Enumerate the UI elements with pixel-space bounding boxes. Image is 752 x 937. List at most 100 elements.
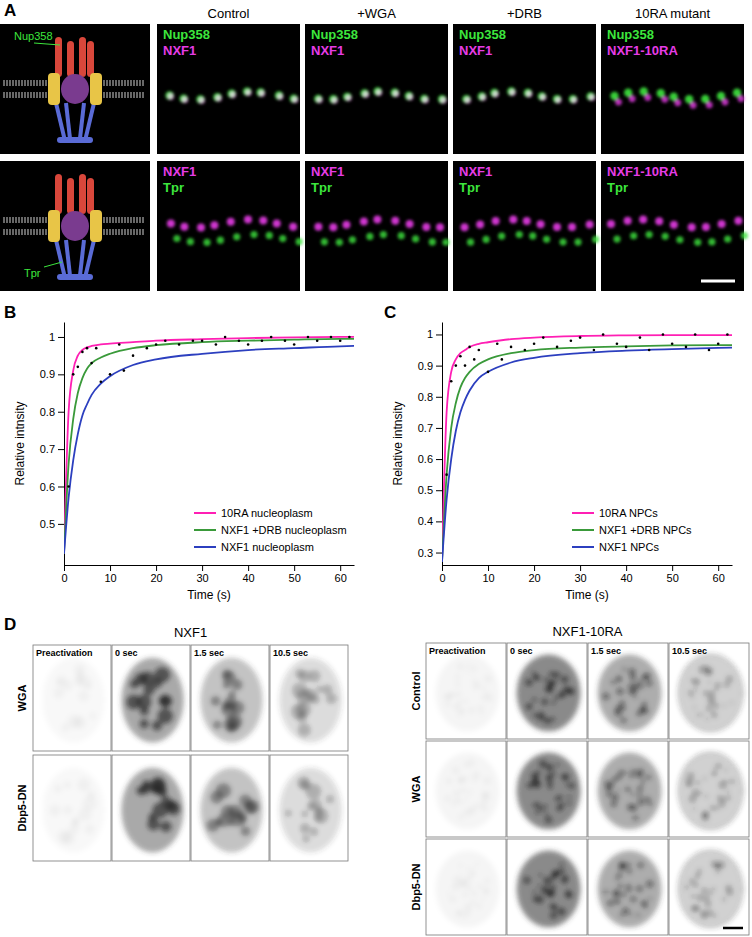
cytoplasmic-filament xyxy=(67,41,74,77)
data-point xyxy=(616,343,619,346)
signal-spot xyxy=(676,236,683,243)
nucleus xyxy=(279,768,341,853)
membrane-lipid xyxy=(131,92,132,98)
micrograph: 0 sec xyxy=(112,645,190,751)
signal-spot xyxy=(662,233,669,240)
channel-label: Tpr xyxy=(311,180,332,195)
signal-spot xyxy=(375,89,382,96)
nucleus-texture xyxy=(316,686,322,692)
nucleus-texture xyxy=(548,889,555,896)
membrane-lipid xyxy=(7,229,8,235)
nuclear-rim xyxy=(679,753,743,830)
nucleus-texture xyxy=(69,823,80,834)
membrane-lipid xyxy=(122,217,123,223)
membrane-lipid xyxy=(25,217,26,223)
nucleus-texture xyxy=(550,884,555,889)
signal-spot xyxy=(718,220,726,228)
signal-spot xyxy=(690,102,697,109)
signal-spot xyxy=(233,233,240,240)
nucleus xyxy=(121,768,183,853)
tick-label: 10 xyxy=(104,572,116,584)
signal-spot xyxy=(331,97,338,104)
membrane-lipid xyxy=(107,217,108,223)
signal-spot xyxy=(462,95,470,103)
signal-spot xyxy=(490,89,498,97)
tick: 40 xyxy=(243,565,255,584)
signal-spot xyxy=(321,238,328,245)
legend-swatch xyxy=(194,512,216,514)
channel-label: NXF1 xyxy=(163,43,196,58)
nucleus-texture xyxy=(616,687,624,695)
legend-swatch xyxy=(572,546,594,548)
y-axis: 0.30.40.50.60.70.80.91 xyxy=(418,323,443,566)
data-point xyxy=(307,336,310,339)
nucleus-texture xyxy=(706,705,712,711)
signal-spot xyxy=(213,93,221,101)
nucleus-texture xyxy=(483,887,487,891)
time-label: 1.5 sec xyxy=(194,648,224,658)
nucleus-texture xyxy=(613,898,619,904)
channel-label: NXF1-10RA xyxy=(607,43,678,58)
nucleus-texture xyxy=(470,810,475,815)
membrane-lipid xyxy=(34,229,35,235)
signal-spot xyxy=(275,91,283,99)
row-label: Dbp5-DN xyxy=(16,784,28,831)
data-point xyxy=(330,336,333,339)
tick-label: 30 xyxy=(574,572,586,584)
nucleus-texture xyxy=(730,701,733,704)
nucleus-texture xyxy=(715,863,722,870)
signal-spot xyxy=(391,88,399,96)
nucleus-texture xyxy=(602,692,610,700)
micrograph-background xyxy=(112,755,190,861)
data-point xyxy=(81,351,84,354)
nucleus-texture xyxy=(622,907,630,915)
signal-spot xyxy=(180,94,188,102)
membrane-lipid xyxy=(113,80,114,86)
legend-label: NXF1 +DRB NPCs xyxy=(599,524,692,536)
nucleus-texture xyxy=(63,781,71,789)
nucleus-texture xyxy=(546,890,554,898)
tick: 0.5 xyxy=(40,518,64,530)
nucleus-body xyxy=(598,753,662,830)
scale-bar xyxy=(701,280,735,283)
nucleus-texture xyxy=(223,671,236,684)
nucleus-texture xyxy=(87,790,96,799)
signal-spot xyxy=(586,220,594,228)
nucleus-texture xyxy=(159,695,170,706)
membrane-lipid xyxy=(37,229,38,235)
signal-spot xyxy=(694,239,701,246)
nucleus-texture xyxy=(726,795,731,800)
nucleus-body xyxy=(436,851,500,928)
membrane-lipid xyxy=(137,217,138,223)
nucleus-texture xyxy=(712,887,716,891)
nucleus-texture xyxy=(618,770,624,776)
membrane-lipid xyxy=(46,80,47,86)
nucleus xyxy=(517,753,581,830)
nucleus-texture xyxy=(300,823,310,833)
tick: 20 xyxy=(150,565,162,584)
nucleus-texture xyxy=(705,901,711,907)
nucleus-texture xyxy=(461,710,465,714)
signal-spot xyxy=(524,89,532,97)
micrograph: NXF1-10RATpr xyxy=(601,161,748,291)
nucleus-texture xyxy=(551,701,555,705)
data-point xyxy=(726,333,729,336)
nucleus-texture xyxy=(207,819,220,832)
membrane-lipid xyxy=(131,80,132,86)
signal-spot xyxy=(290,94,298,102)
micrograph xyxy=(507,839,587,935)
nucleus-texture xyxy=(544,886,548,890)
membrane-lipid xyxy=(16,92,17,98)
panel-label: D xyxy=(4,615,16,634)
nucleus xyxy=(279,658,341,743)
signal-spot xyxy=(492,91,499,98)
signal-spot xyxy=(461,223,469,231)
data-point xyxy=(473,358,476,361)
signal-spot xyxy=(553,95,561,103)
signal-spot xyxy=(592,236,599,243)
membrane-lipid xyxy=(128,92,129,98)
micrograph: NXF1Tpr xyxy=(305,161,450,291)
data-point xyxy=(90,362,93,365)
tick: 60 xyxy=(335,565,347,584)
membrane-lipid xyxy=(119,217,120,223)
